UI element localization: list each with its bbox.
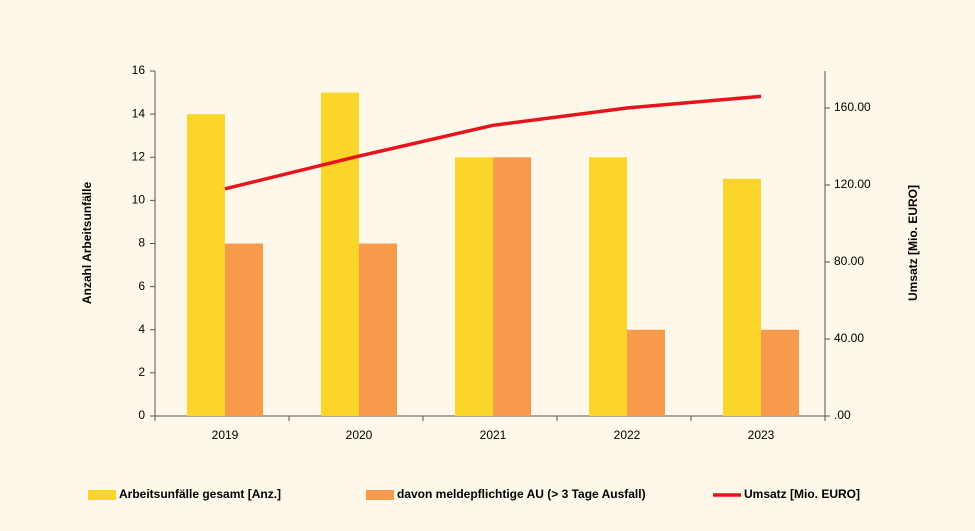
y-tick-label: 12 bbox=[132, 149, 146, 163]
y-tick-label: 8 bbox=[138, 236, 145, 250]
x-tick-label: 2022 bbox=[614, 428, 641, 442]
x-tick-label: 2020 bbox=[346, 428, 373, 442]
legend-swatch bbox=[366, 490, 394, 500]
y2-axis-title: Umsatz [Mio. EURO] bbox=[906, 185, 920, 301]
y-tick-label: 2 bbox=[138, 365, 145, 379]
bar bbox=[589, 157, 627, 416]
bar bbox=[627, 329, 665, 416]
y-tick-label: 14 bbox=[132, 106, 146, 120]
y-tick-label: 0 bbox=[138, 408, 145, 422]
y-tick-label: 10 bbox=[132, 193, 146, 207]
y-tick-label: 4 bbox=[138, 322, 145, 336]
y-tick-label: 16 bbox=[132, 63, 146, 77]
bar bbox=[225, 243, 263, 416]
y-tick-label: 6 bbox=[138, 279, 145, 293]
bar bbox=[187, 114, 225, 416]
bar bbox=[761, 329, 799, 416]
bar bbox=[455, 157, 493, 416]
legend-label: Arbeitsunfälle gesamt [Anz.] bbox=[119, 487, 281, 501]
bar bbox=[321, 92, 359, 416]
bar bbox=[359, 243, 397, 416]
legend-label: Umsatz [Mio. EURO] bbox=[744, 487, 860, 501]
legend-swatch bbox=[88, 490, 116, 500]
legend-label: davon meldepflichtige AU (> 3 Tage Ausfa… bbox=[397, 487, 646, 501]
y2-tick-label: 40.00 bbox=[834, 331, 864, 345]
y2-tick-label: 80.00 bbox=[834, 254, 864, 268]
y2-tick-label: 160.00 bbox=[834, 100, 871, 114]
bar bbox=[723, 178, 761, 416]
line bbox=[224, 94, 762, 191]
x-tick-label: 2019 bbox=[212, 428, 239, 442]
x-tick-label: 2023 bbox=[748, 428, 775, 442]
bar bbox=[493, 157, 531, 416]
y2-tick-label: 120.00 bbox=[834, 177, 871, 191]
x-tick-label: 2021 bbox=[480, 428, 507, 442]
y2-tick-label: .00 bbox=[834, 408, 851, 422]
y-axis-title: Anzahl Arbeitsunfälle bbox=[80, 182, 94, 305]
